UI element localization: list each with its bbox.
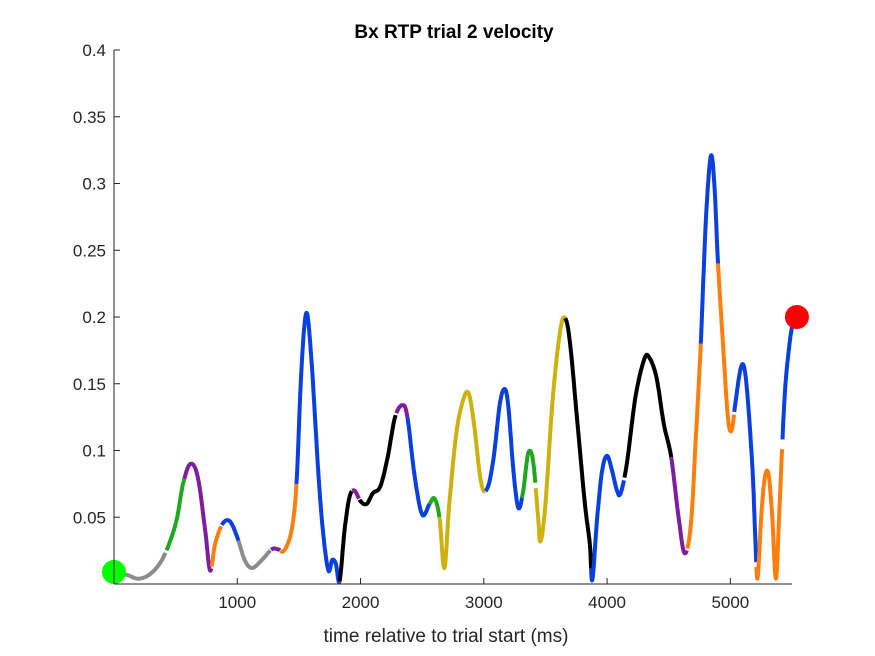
x-tick-label: 4000	[588, 593, 626, 612]
y-axis-ticks: 0.05 0.1 0.15 0.2 0.25 0.3 0.35 0.4	[73, 41, 120, 527]
trace-segment-blue	[294, 310, 342, 585]
x-axis-ticks: 1000 2000 3000 4000 5000	[218, 578, 749, 612]
trace-segment-blue	[405, 416, 432, 518]
y-tick-label: 0.25	[73, 241, 106, 260]
trace-segment-green	[520, 448, 538, 498]
x-tick-label: 5000	[711, 593, 749, 612]
trace-segment-blue	[780, 315, 799, 440]
trace-segment-orange	[716, 263, 736, 434]
y-tick-label: 0.15	[73, 375, 106, 394]
velocity-trace	[112, 153, 799, 585]
trace-segment-green	[164, 478, 187, 552]
x-tick-label: 2000	[342, 593, 380, 612]
trace-segment-orange	[209, 525, 224, 567]
y-tick-label: 0.3	[82, 175, 106, 194]
trace-segment-black	[357, 414, 398, 507]
y-tick-label: 0.05	[73, 508, 106, 527]
y-tick-label: 0.1	[82, 442, 106, 461]
trace-segment-blue	[483, 387, 524, 511]
trace-segment-gray	[236, 540, 272, 570]
trace-segment-blue	[698, 153, 720, 344]
trace-segment-green	[427, 496, 442, 518]
y-tick-label: 0.2	[82, 308, 106, 327]
y-tick-label: 0.4	[82, 41, 106, 60]
trace-segment-olive	[437, 389, 487, 570]
end-marker	[784, 305, 809, 329]
trace-segment-orange	[685, 343, 703, 550]
trace-segment-olive	[533, 315, 567, 544]
x-tick-label: 1000	[218, 593, 256, 612]
trace-segment-purple	[394, 403, 410, 418]
trace-segment-blue	[220, 518, 241, 542]
chart-title: Bx RTP trial 2 velocity	[354, 22, 554, 43]
trace-segment-black	[337, 489, 354, 582]
trace-segment-blue	[732, 362, 759, 563]
trace-segment-purple	[182, 461, 214, 573]
trace-segment-orange	[754, 449, 785, 581]
trace-segment-purple	[269, 546, 282, 552]
y-tick-label: 0.35	[73, 108, 106, 127]
trace-segment-purple	[669, 456, 689, 556]
x-axis-title: time relative to trial start (ms)	[324, 626, 569, 647]
trace-segment-blue	[589, 453, 626, 583]
trace-segment-purple	[350, 488, 361, 500]
x-tick-label: 3000	[465, 593, 503, 612]
trace-segment-black	[563, 317, 594, 569]
trace-segment-black	[622, 352, 674, 478]
trace-segment-orange	[279, 483, 299, 554]
